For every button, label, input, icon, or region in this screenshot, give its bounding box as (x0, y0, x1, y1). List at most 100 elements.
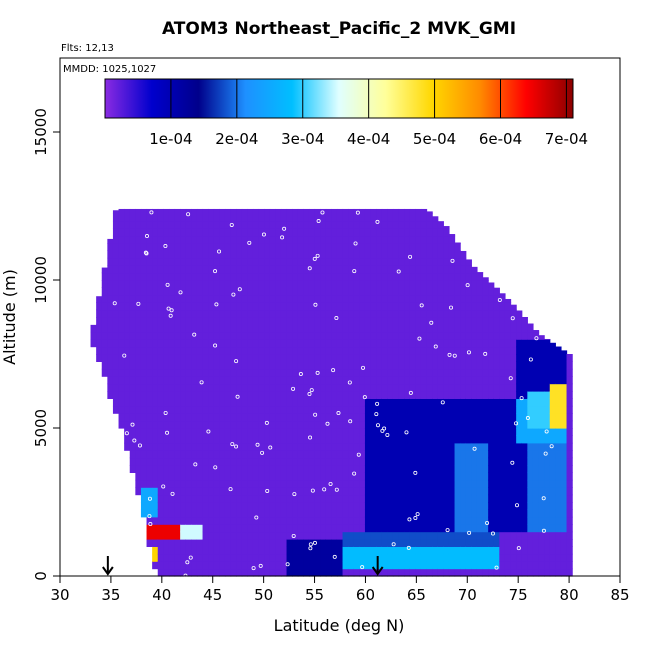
heatmap-cell (527, 339, 534, 348)
heatmap-cell (471, 266, 478, 274)
heatmap-cell (376, 368, 383, 377)
heatmap-cell (297, 208, 304, 214)
heatmap-cell (303, 391, 310, 399)
heatmap-cell (112, 405, 120, 414)
heatmap-cell (140, 509, 148, 518)
heatmap-cell (146, 524, 153, 533)
heatmap-cell (460, 368, 467, 377)
heatmap-cell (258, 376, 265, 385)
heatmap-cell (364, 228, 372, 237)
heatmap-cell (510, 339, 517, 348)
heatmap-cell (236, 568, 243, 577)
heatmap-cell (314, 524, 321, 533)
heatmap-cell (387, 383, 394, 392)
heatmap-cell (443, 553, 450, 562)
heatmap-cell (521, 339, 528, 348)
heatmap-cell (196, 561, 204, 570)
heatmap-cell (544, 509, 551, 518)
heatmap-cell (437, 339, 444, 348)
heatmap-cell (224, 250, 232, 259)
heatmap-cell (135, 420, 142, 429)
heatmap-cell (493, 457, 500, 466)
heatmap-cell (140, 220, 148, 229)
heatmap-cell (325, 220, 332, 229)
heatmap-cell (292, 398, 299, 407)
heatmap-cell (224, 450, 232, 459)
heatmap-cell (482, 376, 489, 385)
heatmap-cell (303, 280, 310, 288)
heatmap-cell (426, 487, 433, 496)
heatmap-cell (549, 539, 556, 547)
heatmap-layer (90, 208, 573, 577)
heatmap-cell (437, 524, 444, 533)
heatmap-cell (247, 509, 254, 518)
heatmap-cell (202, 250, 209, 259)
heatmap-cell (443, 472, 450, 481)
heatmap-cell (213, 568, 220, 577)
sample-point (374, 412, 379, 417)
heatmap-cell (252, 354, 260, 362)
heatmap-cell (275, 250, 282, 259)
heatmap-cell (213, 539, 220, 547)
heatmap-cell (404, 243, 411, 251)
heatmap-cell (286, 494, 293, 503)
heatmap-cell (476, 553, 484, 562)
heatmap-cell (516, 531, 523, 540)
sample-point (528, 357, 533, 362)
heatmap-cell (476, 302, 484, 311)
heatmap-cell (303, 235, 310, 244)
heatmap-cell (258, 243, 265, 251)
heatmap-cell (381, 405, 388, 414)
heatmap-cell (196, 324, 204, 333)
heatmap-cell (499, 361, 506, 370)
heatmap-cell (426, 531, 433, 540)
heatmap-cell (236, 531, 243, 540)
heatmap-cell (325, 413, 332, 422)
heatmap-cell (157, 531, 164, 540)
heatmap-cell (230, 420, 237, 429)
heatmap-cell (286, 331, 293, 340)
heatmap-cell (247, 302, 254, 311)
heatmap-cell (286, 509, 293, 518)
colorbar-tick-label: 6e-04 (479, 130, 522, 148)
heatmap-cell (342, 265, 349, 274)
heatmap-cell (336, 331, 344, 340)
y-axis-label: Altitude (m) (0, 269, 19, 365)
heatmap-cell (191, 450, 198, 459)
heatmap-cell (448, 250, 456, 259)
heatmap-cell (157, 287, 164, 296)
heatmap-cell (320, 368, 327, 377)
heatmap-cell (308, 368, 316, 377)
heatmap-cell (336, 502, 344, 510)
heatmap-cell (482, 302, 489, 311)
heatmap-cell (275, 265, 282, 274)
heatmap-cell (510, 368, 517, 377)
heatmap-cell (191, 391, 198, 399)
heatmap-cell (292, 257, 299, 266)
heatmap-cell (252, 280, 260, 288)
heatmap-cell (370, 465, 377, 473)
heatmap-cell (426, 561, 433, 570)
heatmap-cell (297, 546, 304, 555)
heatmap-cell (269, 243, 276, 251)
heatmap-cell (409, 280, 416, 288)
heatmap-cell (482, 502, 489, 510)
heatmap-cell (549, 376, 556, 385)
heatmap-cell (420, 280, 428, 288)
heatmap-cell (482, 294, 489, 303)
heatmap-cell (314, 376, 321, 385)
heatmap-cell (297, 539, 304, 547)
heatmap-cell (392, 472, 400, 481)
heatmap-cell (118, 302, 125, 311)
heatmap-cell (448, 391, 456, 399)
heatmap-cell (280, 250, 288, 259)
heatmap-cell (275, 450, 282, 459)
sample-point (417, 336, 422, 341)
heatmap-cell (264, 346, 271, 355)
heatmap-cell (560, 539, 568, 547)
heatmap-cell (415, 354, 422, 362)
heatmap-cell (140, 250, 148, 259)
heatmap-cell (538, 450, 545, 459)
heatmap-cell (280, 243, 288, 251)
heatmap-cell (488, 502, 495, 510)
